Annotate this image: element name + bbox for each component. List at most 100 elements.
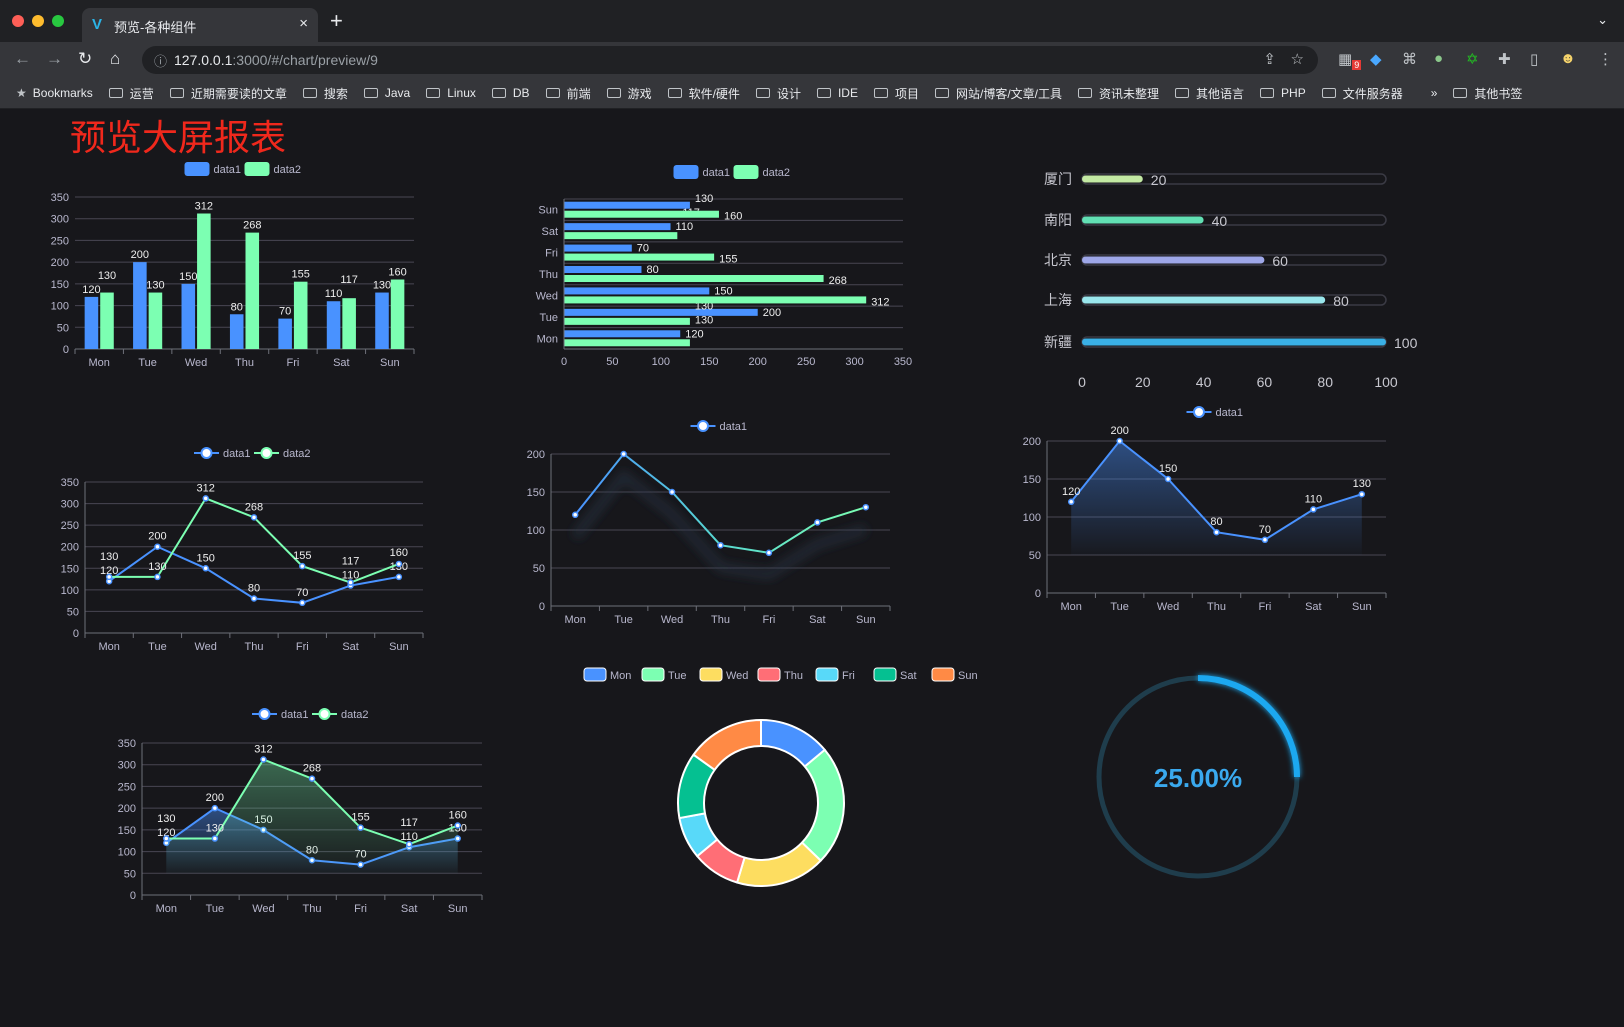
data-label: 150	[179, 271, 197, 283]
bar-data1	[564, 223, 671, 231]
data-point	[405, 840, 413, 848]
y-tick-label: 50	[1029, 550, 1041, 562]
bookmark-folder[interactable]: PHP	[1260, 86, 1306, 100]
data-label: 130	[373, 280, 391, 292]
home-icon[interactable]: ⌂	[110, 49, 121, 68]
bookmark-folder[interactable]: 其他语言	[1175, 85, 1244, 102]
data-label: 312	[254, 744, 272, 756]
legend-label: data2	[763, 167, 791, 179]
area-data1	[1071, 441, 1362, 555]
x-tick-label: Fri	[296, 641, 309, 653]
x-tick-label: Fri	[763, 614, 776, 626]
new-tab-button[interactable]: +	[330, 8, 343, 33]
data-point	[717, 541, 724, 549]
menu-icon[interactable]: ⋮	[1598, 51, 1613, 68]
bookmark-label: 软件/硬件	[688, 86, 740, 101]
data-point	[308, 775, 316, 782]
bookmark-folder[interactable]: 设计	[755, 85, 801, 102]
legend-label: data1	[1216, 407, 1244, 419]
data-point	[454, 822, 461, 829]
side-panel-icon[interactable]: ▯	[1530, 51, 1539, 68]
star-extension-icon[interactable]: ✡	[1466, 51, 1479, 68]
reload-icon[interactable]: ↻	[78, 49, 93, 68]
progress-label: 厦门	[1044, 171, 1072, 187]
bar-data1	[564, 201, 690, 209]
address-bar[interactable]: ⓘ 127.0.0.1:3000/#/chart/preview/9 ⇪ ☆	[142, 46, 1318, 74]
bar-data2	[148, 292, 163, 349]
bookmark-folder[interactable]: 近期需要读的文章	[169, 85, 287, 102]
data-point	[357, 824, 364, 831]
puzzle-icon[interactable]: ✚	[1498, 51, 1511, 68]
x-tick-label: Sun	[448, 903, 468, 915]
legend-swatch	[184, 162, 210, 176]
share-icon[interactable]: ⇪	[1263, 51, 1276, 68]
bookmark-folder[interactable]: Java	[363, 86, 410, 100]
x-tick-label: Mon	[565, 614, 586, 626]
data-point	[347, 579, 354, 586]
data-point	[202, 495, 209, 502]
x-tick-label: 0	[561, 356, 567, 368]
x-tick-label: Sat	[333, 357, 350, 369]
circle-extension-icon[interactable]: ●	[1434, 50, 1444, 67]
page-title: 预览大屏报表	[70, 117, 287, 158]
bookmark-folder[interactable]: 文件服务器	[1321, 85, 1403, 102]
bookmark-folder[interactable]: Linux	[426, 86, 476, 100]
legend-swatch	[583, 667, 607, 682]
bookmark-label: 其他语言	[1196, 86, 1245, 101]
legend-swatch	[733, 165, 759, 179]
command-extension-icon[interactable]: ⌘	[1402, 51, 1417, 68]
data-label: 130	[695, 193, 713, 205]
bookmark-folder[interactable]: 网站/博客/文章/工具	[934, 85, 1062, 102]
x-tick-label: Tue	[1110, 601, 1129, 613]
x-tick-label: Sat	[809, 614, 826, 626]
url-text[interactable]: 127.0.0.1:3000/#/chart/preview/9	[174, 52, 378, 68]
data-label: 160	[449, 810, 467, 822]
maximize-window-button[interactable]	[52, 15, 64, 27]
bookmark-folder[interactable]: IDE	[816, 86, 858, 100]
progress-fill	[1082, 216, 1204, 224]
bookmark-folder[interactable]: 游戏	[606, 85, 652, 102]
back-icon[interactable]: ←	[14, 49, 31, 68]
bookmark-folder[interactable]: 搜索	[302, 85, 348, 102]
x-tick-label: 250	[797, 356, 815, 368]
bar-data2	[564, 253, 715, 261]
other-bookmarks-folder[interactable]: 其他书签	[1453, 85, 1522, 102]
bookmark-folder[interactable]: 软件/硬件	[667, 85, 740, 102]
y-tick-label: 50	[124, 868, 136, 880]
bookmark-star-icon[interactable]: ☆	[1290, 51, 1304, 68]
progress-label: 北京	[1044, 252, 1072, 268]
tab-close-icon[interactable]: ×	[299, 15, 308, 32]
site-info-icon[interactable]: ⓘ	[154, 54, 168, 69]
minimize-window-button[interactable]	[32, 15, 44, 27]
avatar[interactable]: ☻	[1560, 50, 1576, 67]
tab-strip: V 预览-各种组件 × + ⌄	[0, 0, 1624, 42]
pie-slice-Tue	[801, 748, 845, 862]
data-point	[154, 543, 161, 550]
star-icon: ★	[16, 86, 27, 100]
y-tick-label: 200	[51, 257, 69, 269]
gem-extension-icon[interactable]: ◆	[1370, 51, 1382, 68]
more-bookmarks-button[interactable]: »	[1430, 86, 1438, 100]
bookmark-folder[interactable]: 前端	[545, 85, 591, 102]
legend-label: Wed	[726, 670, 748, 682]
url-host: 127.0.0.1	[174, 52, 233, 68]
close-window-button[interactable]	[12, 15, 24, 27]
extension-icon[interactable]: ▦ 9	[1338, 51, 1362, 70]
bar-data2	[564, 275, 824, 282]
bookmark-folder[interactable]: 运营	[108, 85, 154, 102]
pie-slice-Sun	[692, 719, 762, 771]
bookmarks-button[interactable]: ★ Bookmarks	[16, 86, 93, 100]
bookmark-label: IDE	[837, 86, 858, 100]
x-tick-label: 100	[1374, 374, 1398, 390]
bookmark-folder[interactable]: DB	[491, 86, 530, 100]
forward-icon[interactable]: →	[46, 49, 63, 68]
bookmark-folder[interactable]: 项目	[873, 85, 919, 102]
progress-label: 上海	[1044, 292, 1072, 308]
bookmark-folder[interactable]: 资讯未整理	[1078, 85, 1159, 102]
y-tick-label: Thu	[539, 269, 558, 281]
tab-title: 预览-各种组件	[114, 20, 197, 35]
tab-search-chevron-icon[interactable]: ⌄	[1597, 12, 1608, 27]
tab-active[interactable]: V 预览-各种组件 ×	[82, 8, 318, 42]
bar-data2	[342, 298, 356, 349]
y-tick-label: 100	[51, 301, 69, 313]
